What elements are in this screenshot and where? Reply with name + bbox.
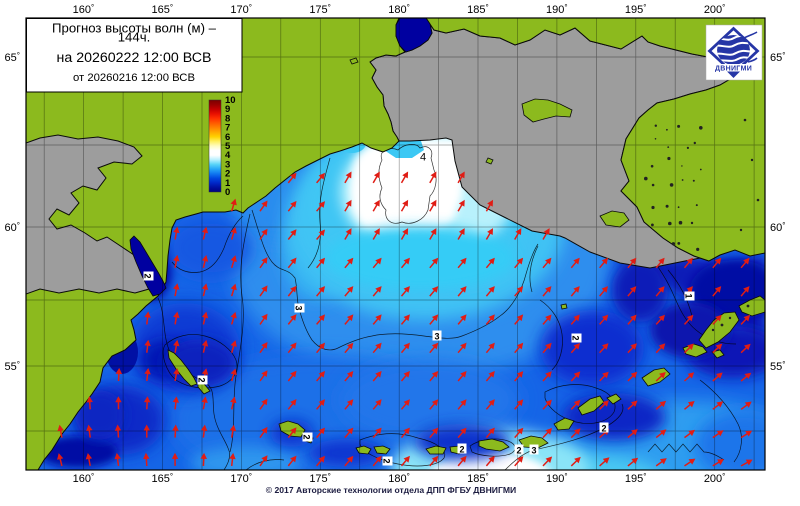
svg-text:2: 2 [571, 335, 581, 340]
svg-text:2: 2 [516, 446, 521, 456]
svg-text:на 20260222 12:00 ВСВ: на 20260222 12:00 ВСВ [57, 50, 212, 66]
svg-text:160°: 160° [73, 3, 95, 16]
svg-text:1: 1 [684, 293, 694, 298]
svg-text:3: 3 [294, 305, 304, 310]
svg-text:144ч.: 144ч. [118, 30, 151, 45]
svg-text:2: 2 [302, 434, 312, 439]
svg-text:2: 2 [382, 458, 392, 463]
svg-text:2: 2 [459, 445, 464, 455]
svg-text:195°: 195° [625, 3, 647, 16]
svg-text:200°: 200° [704, 472, 726, 485]
svg-text:160°: 160° [73, 472, 95, 485]
svg-text:170°: 170° [230, 3, 252, 16]
svg-text:2: 2 [197, 377, 207, 382]
svg-text:ДВНИГМИ: ДВНИГМИ [715, 66, 752, 73]
svg-text:185°: 185° [467, 3, 489, 16]
svg-text:195°: 195° [625, 472, 647, 485]
svg-text:4: 4 [420, 152, 426, 164]
svg-text:165°: 165° [152, 472, 174, 485]
svg-text:190°: 190° [546, 472, 568, 485]
svg-text:2: 2 [601, 424, 606, 434]
svg-text:185°: 185° [467, 472, 489, 485]
svg-text:180°: 180° [388, 472, 410, 485]
svg-text:180°: 180° [388, 3, 410, 16]
svg-text:3: 3 [531, 446, 536, 456]
svg-text:© 2017 Авторские технологии от: © 2017 Авторские технологии отдела ДПП Ф… [266, 485, 516, 495]
svg-text:175°: 175° [309, 3, 331, 16]
svg-text:от 20260216 12:00 ВСВ: от 20260216 12:00 ВСВ [73, 72, 195, 84]
svg-text:200°: 200° [704, 3, 726, 16]
svg-text:190°: 190° [546, 3, 568, 16]
svg-text:3: 3 [434, 332, 439, 342]
svg-text:2: 2 [143, 273, 153, 278]
svg-text:170°: 170° [230, 472, 252, 485]
svg-text:0: 0 [225, 187, 230, 198]
svg-text:175°: 175° [309, 472, 331, 485]
svg-text:165°: 165° [152, 3, 174, 16]
